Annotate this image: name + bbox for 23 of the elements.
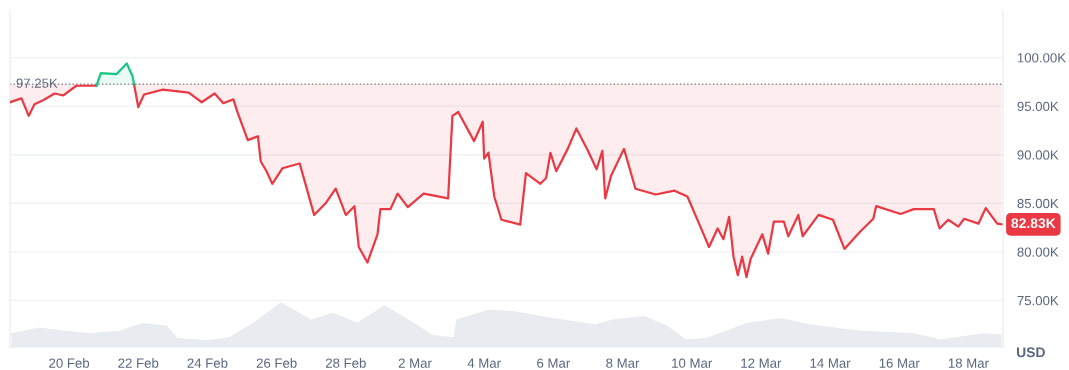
x-tick-label: 8 Mar bbox=[606, 358, 640, 368]
y-tick-label: 75.00K bbox=[1017, 295, 1059, 306]
x-tick-label: 16 Mar bbox=[879, 358, 920, 368]
y-tick-label: 90.00K bbox=[1017, 150, 1059, 160]
x-tick-label: 18 Mar bbox=[948, 358, 989, 368]
y-tick-label: 80.00K bbox=[1017, 247, 1059, 257]
x-tick-label: 14 Mar bbox=[810, 358, 851, 368]
x-tick-label: 10 Mar bbox=[672, 358, 713, 368]
x-tick-label: 26 Feb bbox=[256, 358, 297, 368]
x-tick-label: 2 Mar bbox=[398, 358, 432, 368]
x-tick-label: 4 Mar bbox=[467, 358, 501, 368]
y-tick-label: 100.00K bbox=[1017, 53, 1066, 63]
y-tick-label: 95.00K bbox=[1017, 101, 1059, 112]
x-tick-label: 20 Feb bbox=[49, 358, 90, 368]
y-tick-label: 85.00K bbox=[1017, 198, 1059, 209]
x-tick-label: 12 Mar bbox=[741, 358, 782, 368]
x-tick-label: 28 Feb bbox=[325, 358, 366, 368]
annotation: 82.83K bbox=[1011, 218, 1056, 229]
y-axis-title: USD bbox=[1016, 347, 1045, 358]
x-tick-label: 22 Feb bbox=[118, 358, 159, 368]
x-tick-label: 6 Mar bbox=[537, 358, 570, 368]
x-tick-label: 24 Feb bbox=[187, 358, 228, 368]
ref-line-label: 97.25K bbox=[16, 78, 58, 88]
